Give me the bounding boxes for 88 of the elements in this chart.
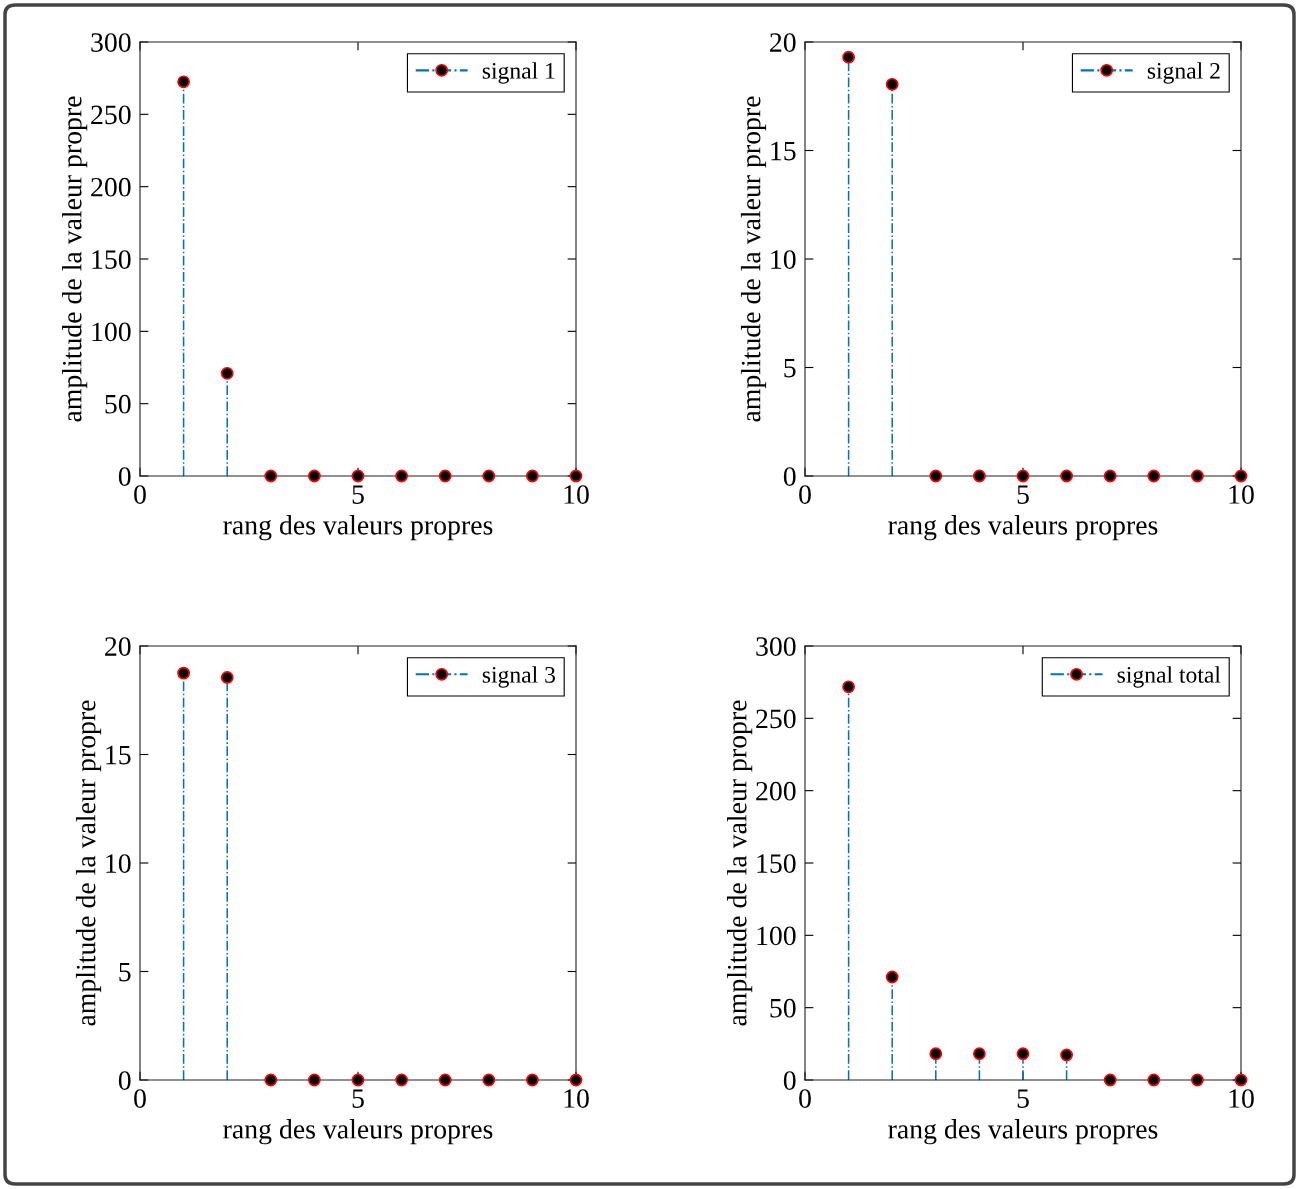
x-tick-label: 0 [134,1089,146,1108]
y-tick-label: 0 [783,1071,796,1090]
y-tick-label: 150 [92,250,131,269]
point [929,469,943,483]
point [885,77,899,91]
y-tick-label: 100 [757,926,796,946]
y-tick-label: 50 [770,998,796,1018]
y-tick-label: 100 [92,322,131,342]
point [526,1073,539,1087]
point [973,469,986,483]
legend-label: signal 2 [1147,62,1220,84]
point [569,1073,583,1087]
y-axis-title: amplitude de la valeur propre [727,700,753,1026]
y-tick-label: 0 [118,1071,131,1090]
y-tick-label: 0 [783,467,796,486]
point [1016,469,1030,483]
y-axis-title: amplitude de la valeur propre [62,96,88,422]
x-tick-label: 5 [352,1089,364,1108]
point [220,671,234,684]
point [351,469,365,483]
point [438,469,452,483]
y-tick-label: 150 [757,854,796,873]
point [482,469,496,483]
x-tick-label: 10 [564,485,589,504]
y-tick-label: 15 [771,141,796,161]
y-tick-label: 300 [756,637,796,656]
point [885,970,899,984]
x-axis-title: rang des valeurs propres [223,515,493,541]
point [1191,1073,1204,1087]
point [973,1047,986,1061]
point [569,469,583,483]
point [220,366,234,380]
y-tick-label: 50 [105,394,131,414]
x-tick-label: 10 [564,1089,589,1108]
x-axis-title: rang des valeurs propres [223,1119,493,1145]
point [1147,1073,1161,1087]
x-axis-title: rang des valeurs propres [888,1119,1158,1145]
y-tick-label: 250 [91,105,131,125]
y-tick-label: 20 [105,637,131,656]
point [1103,469,1117,483]
point [177,75,190,89]
point [395,1073,408,1087]
x-tick-label: 10 [1229,485,1254,504]
legend-label: signal 3 [482,666,556,688]
y-axis-title: amplitude de la valeur propre [740,96,767,422]
legend-label: signal total [1117,666,1221,688]
point [264,469,278,483]
y-axis-title: amplitude de la valeur propre [75,700,102,1026]
y-tick-label: 20 [770,33,796,52]
point [1060,1048,1073,1062]
y-tick-label: 5 [784,358,796,378]
x-tick-label: 0 [134,485,146,504]
x-tick-label: 5 [1017,1089,1029,1108]
point [1016,1047,1030,1061]
point [1234,1073,1248,1087]
y-tick-label: 10 [771,250,796,269]
point [308,1073,321,1087]
point [1060,469,1073,483]
x-tick-label: 0 [799,1089,811,1108]
y-tick-label: 10 [106,854,131,873]
point [1103,1073,1117,1087]
point [1191,469,1204,483]
point [308,469,321,483]
y-tick-label: 15 [106,745,131,765]
point [438,1073,452,1087]
point [1147,469,1161,483]
point [351,1073,365,1087]
point [1234,469,1248,483]
x-axis-title: rang des valeurs propres [888,515,1158,541]
point [842,680,855,694]
x-tick-label: 5 [352,485,364,504]
legend-label: signal 1 [482,62,555,84]
x-tick-label: 5 [1017,485,1029,504]
point [842,50,855,64]
x-tick-label: 10 [1229,1089,1254,1108]
y-tick-label: 5 [119,962,131,982]
y-tick-label: 300 [91,33,131,52]
point [395,469,408,483]
y-tick-label: 200 [91,177,131,197]
point [482,1073,496,1087]
x-tick-label: 0 [799,485,811,504]
point [929,1047,943,1061]
y-tick-label: 250 [756,709,796,729]
point [264,1073,278,1087]
y-tick-label: 200 [756,781,796,801]
point [526,469,539,483]
point [177,666,190,680]
y-tick-label: 0 [118,467,131,486]
